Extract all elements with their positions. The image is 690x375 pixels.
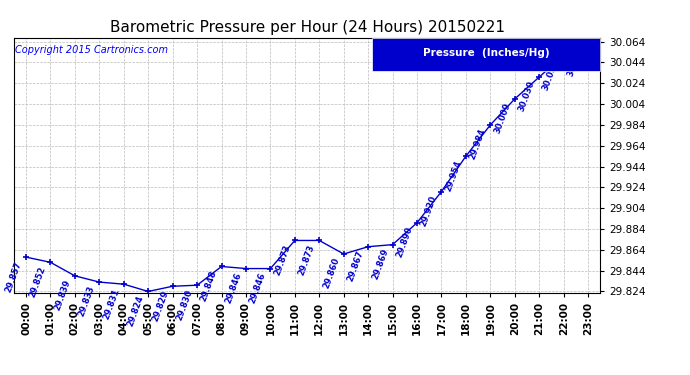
Text: 30.051: 30.051: [542, 58, 561, 92]
Text: 30.009: 30.009: [493, 102, 512, 135]
Text: 29.984: 29.984: [468, 128, 488, 161]
Text: 29.890: 29.890: [395, 225, 414, 259]
Text: 29.860: 29.860: [322, 257, 341, 290]
Text: 29.857: 29.857: [3, 260, 23, 293]
Text: 29.831: 29.831: [101, 287, 121, 320]
Text: 29.873: 29.873: [297, 243, 317, 276]
Text: 29.846: 29.846: [224, 272, 243, 305]
Text: 29.824: 29.824: [126, 294, 146, 328]
Text: 29.852: 29.852: [28, 265, 48, 298]
Text: 29.830: 29.830: [175, 288, 195, 321]
Text: 29.867: 29.867: [346, 249, 366, 283]
Text: 30.030: 30.030: [517, 80, 536, 113]
FancyBboxPatch shape: [371, 38, 600, 70]
Text: 29.839: 29.839: [52, 279, 72, 312]
Text: 29.920: 29.920: [420, 194, 439, 228]
Title: Barometric Pressure per Hour (24 Hours) 20150221: Barometric Pressure per Hour (24 Hours) …: [110, 20, 504, 35]
Text: 29.829: 29.829: [150, 289, 170, 322]
Text: 29.873: 29.873: [273, 243, 292, 276]
Text: Copyright 2015 Cartronics.com: Copyright 2015 Cartronics.com: [15, 45, 168, 55]
Text: 30.064: 30.064: [566, 45, 585, 78]
Text: 29.954: 29.954: [444, 159, 463, 192]
Text: 29.846: 29.846: [248, 272, 268, 305]
Text: Pressure  (Inches/Hg): Pressure (Inches/Hg): [422, 48, 549, 58]
Text: 29.869: 29.869: [371, 248, 390, 281]
Text: 29.848: 29.848: [199, 269, 219, 303]
Text: 29.833: 29.833: [77, 285, 97, 318]
